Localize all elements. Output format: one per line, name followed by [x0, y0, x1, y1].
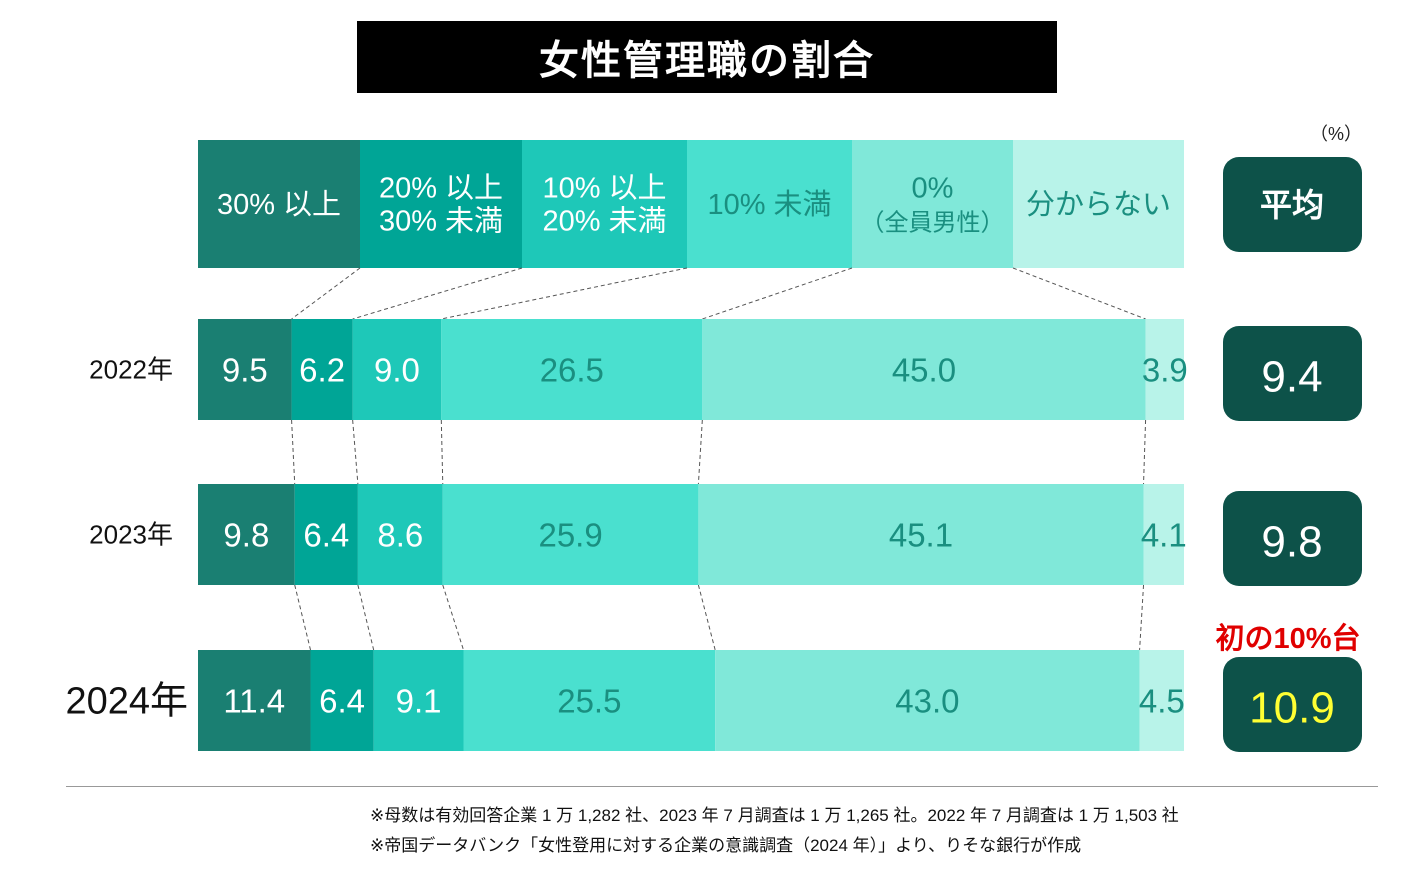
legend-label: 分からない — [1026, 189, 1171, 221]
connector-line — [1012, 267, 1146, 320]
legend-label: 20% 以上 — [379, 173, 503, 205]
bar-value-label: 25.5 — [557, 683, 621, 720]
bar-segment — [1143, 484, 1184, 585]
annotation-first-10-percent: 初の10%台 — [1215, 621, 1360, 655]
bar-segment — [198, 650, 311, 751]
legend-label: 0% — [912, 173, 954, 205]
bar-value-label: 6.2 — [299, 352, 345, 389]
bar-segment — [715, 650, 1140, 751]
connector-line — [697, 584, 716, 651]
average-value: 9.4 — [1261, 353, 1322, 402]
average-value: 9.8 — [1261, 518, 1322, 567]
bar-segment — [1139, 650, 1184, 751]
bar-value-label: 3.9 — [1142, 352, 1188, 389]
legend-label: 20% 未満 — [542, 205, 666, 238]
bar-value-label: 45.0 — [892, 352, 956, 389]
bar-segment — [702, 319, 1146, 420]
connector-line — [1143, 419, 1147, 485]
bar-value-label: 25.9 — [538, 517, 602, 554]
connector-line — [441, 267, 688, 320]
divider — [66, 786, 1378, 787]
connector-line — [440, 419, 444, 485]
chart-title: 女性管理職の割合 — [357, 21, 1057, 93]
bar-segment — [1145, 319, 1184, 420]
legend-label: 10% 未満 — [707, 188, 831, 221]
connector-line — [294, 584, 312, 651]
footnote-2: ※帝国データバンク「女性登用に対する企業の意識調査（2024 年）」より、りそな… — [370, 836, 1082, 855]
legend-label: （全員男性） — [861, 210, 1005, 237]
bar-value-label: 9.1 — [396, 683, 442, 720]
bar-value-label: 6.4 — [303, 517, 349, 554]
bar-segment — [291, 319, 353, 420]
connector-line — [1139, 584, 1145, 651]
legend-label: 10% 以上 — [542, 173, 666, 205]
bar-segment — [373, 650, 464, 751]
connector-line — [291, 419, 296, 485]
bar-value-label: 8.6 — [377, 517, 423, 554]
bar-value-label: 6.4 — [319, 683, 365, 720]
connector-line — [352, 419, 359, 485]
connector-line — [442, 584, 464, 651]
bar-value-label: 45.1 — [889, 517, 953, 554]
connector-line — [697, 419, 703, 485]
connector-line — [702, 267, 853, 320]
bar-segment — [441, 319, 703, 420]
bar-segment — [698, 484, 1144, 585]
average-box — [1223, 326, 1362, 421]
average-header: 平均 — [1260, 187, 1324, 223]
bar-value-label: 4.1 — [1141, 517, 1187, 554]
bar-value-label: 9.8 — [223, 517, 269, 554]
bar-value-label: 4.5 — [1139, 683, 1185, 720]
bar-segment — [310, 650, 374, 751]
legend-label: 30% 以上 — [217, 189, 341, 221]
bar-segment — [198, 319, 292, 420]
bar-segment — [294, 484, 358, 585]
legend-label: 30% 未満 — [379, 205, 503, 238]
year-label: 2023年 — [89, 520, 173, 550]
legend-cell — [687, 140, 852, 268]
bar-value-label: 26.5 — [540, 352, 604, 389]
average-box — [1223, 657, 1362, 752]
legend-cell — [852, 140, 1013, 268]
bar-value-label: 9.0 — [374, 352, 420, 389]
bar-value-label: 43.0 — [895, 683, 959, 720]
bar-segment — [198, 484, 295, 585]
legend-cell — [198, 140, 360, 268]
legend-cell — [522, 140, 687, 268]
bar-value-label: 9.5 — [222, 352, 268, 389]
footnote-1: ※母数は有効回答企業 1 万 1,282 社、2023 年 7 月調査は 1 万… — [370, 806, 1179, 825]
connector-line — [357, 584, 375, 651]
bar-segment — [463, 650, 716, 751]
unit-label: （%） — [1310, 124, 1363, 144]
year-label: 2024年 — [65, 681, 188, 723]
bar-segment — [442, 484, 699, 585]
bar-value-label: 11.4 — [223, 683, 285, 720]
average-value: 10.9 — [1249, 684, 1335, 733]
connector-line — [291, 267, 361, 320]
legend-cell — [360, 140, 522, 268]
bar-segment — [357, 484, 443, 585]
average-header-box — [1223, 157, 1362, 252]
legend-cell — [1013, 140, 1184, 268]
year-label: 2022年 — [89, 355, 173, 385]
bar-segment — [352, 319, 442, 420]
average-box — [1223, 491, 1362, 586]
connector-line — [352, 267, 523, 320]
